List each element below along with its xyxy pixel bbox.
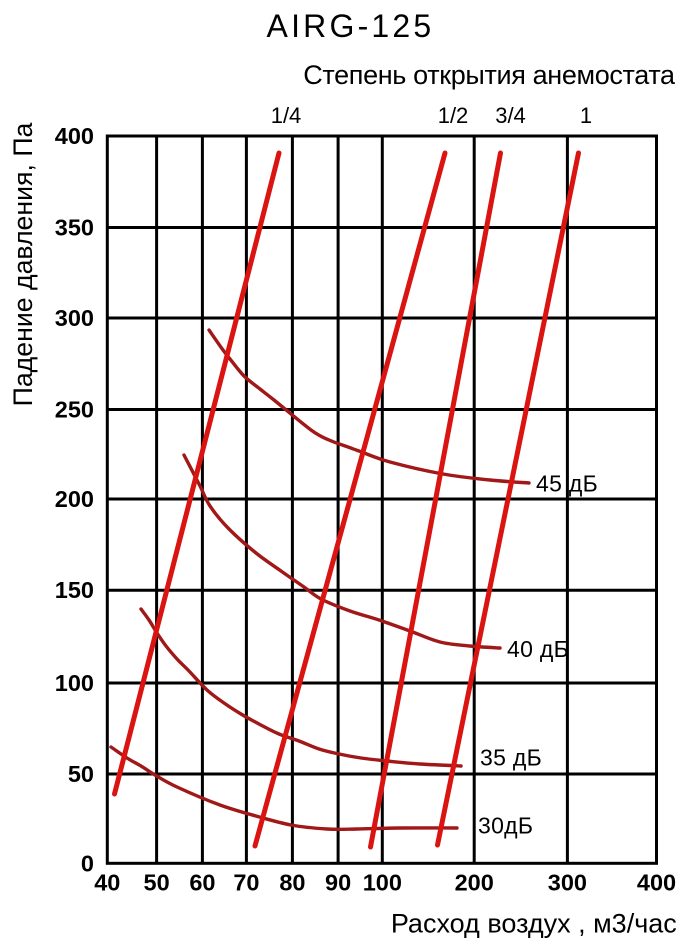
svg-text:200: 200 (455, 870, 494, 896)
svg-text:70: 70 (233, 870, 259, 896)
svg-text:300: 300 (548, 870, 587, 896)
svg-text:45 дБ: 45 дБ (536, 470, 598, 496)
svg-text:35 дБ: 35 дБ (480, 745, 542, 771)
svg-text:1: 1 (580, 103, 592, 128)
svg-text:90: 90 (325, 870, 351, 896)
svg-text:80: 80 (279, 870, 305, 896)
svg-text:50: 50 (68, 761, 94, 787)
svg-text:300: 300 (55, 305, 94, 331)
svg-text:40 дБ: 40 дБ (507, 636, 569, 662)
svg-text:0: 0 (81, 850, 94, 876)
svg-text:40: 40 (94, 870, 120, 896)
svg-text:350: 350 (55, 215, 94, 241)
svg-text:200: 200 (55, 486, 94, 512)
svg-text:400: 400 (637, 870, 676, 896)
svg-text:Степень открытия анемостата: Степень открытия анемостата (303, 60, 676, 90)
svg-text:Падение давления, Па: Падение давления, Па (8, 123, 38, 407)
svg-text:400: 400 (55, 123, 94, 149)
svg-text:3/4: 3/4 (495, 103, 526, 128)
svg-text:Расход воздух , м3/час: Расход воздух , м3/час (391, 909, 677, 939)
svg-text:30дБ: 30дБ (478, 813, 533, 839)
svg-text:250: 250 (55, 397, 94, 423)
svg-text:60: 60 (189, 870, 215, 896)
svg-text:150: 150 (55, 577, 94, 603)
svg-text:100: 100 (55, 670, 94, 696)
svg-text:1/2: 1/2 (438, 103, 469, 128)
svg-text:50: 50 (144, 870, 170, 896)
svg-text:100: 100 (363, 870, 402, 896)
svg-text:1/4: 1/4 (271, 103, 302, 128)
svg-text:AIRG-125: AIRG-125 (267, 8, 435, 44)
